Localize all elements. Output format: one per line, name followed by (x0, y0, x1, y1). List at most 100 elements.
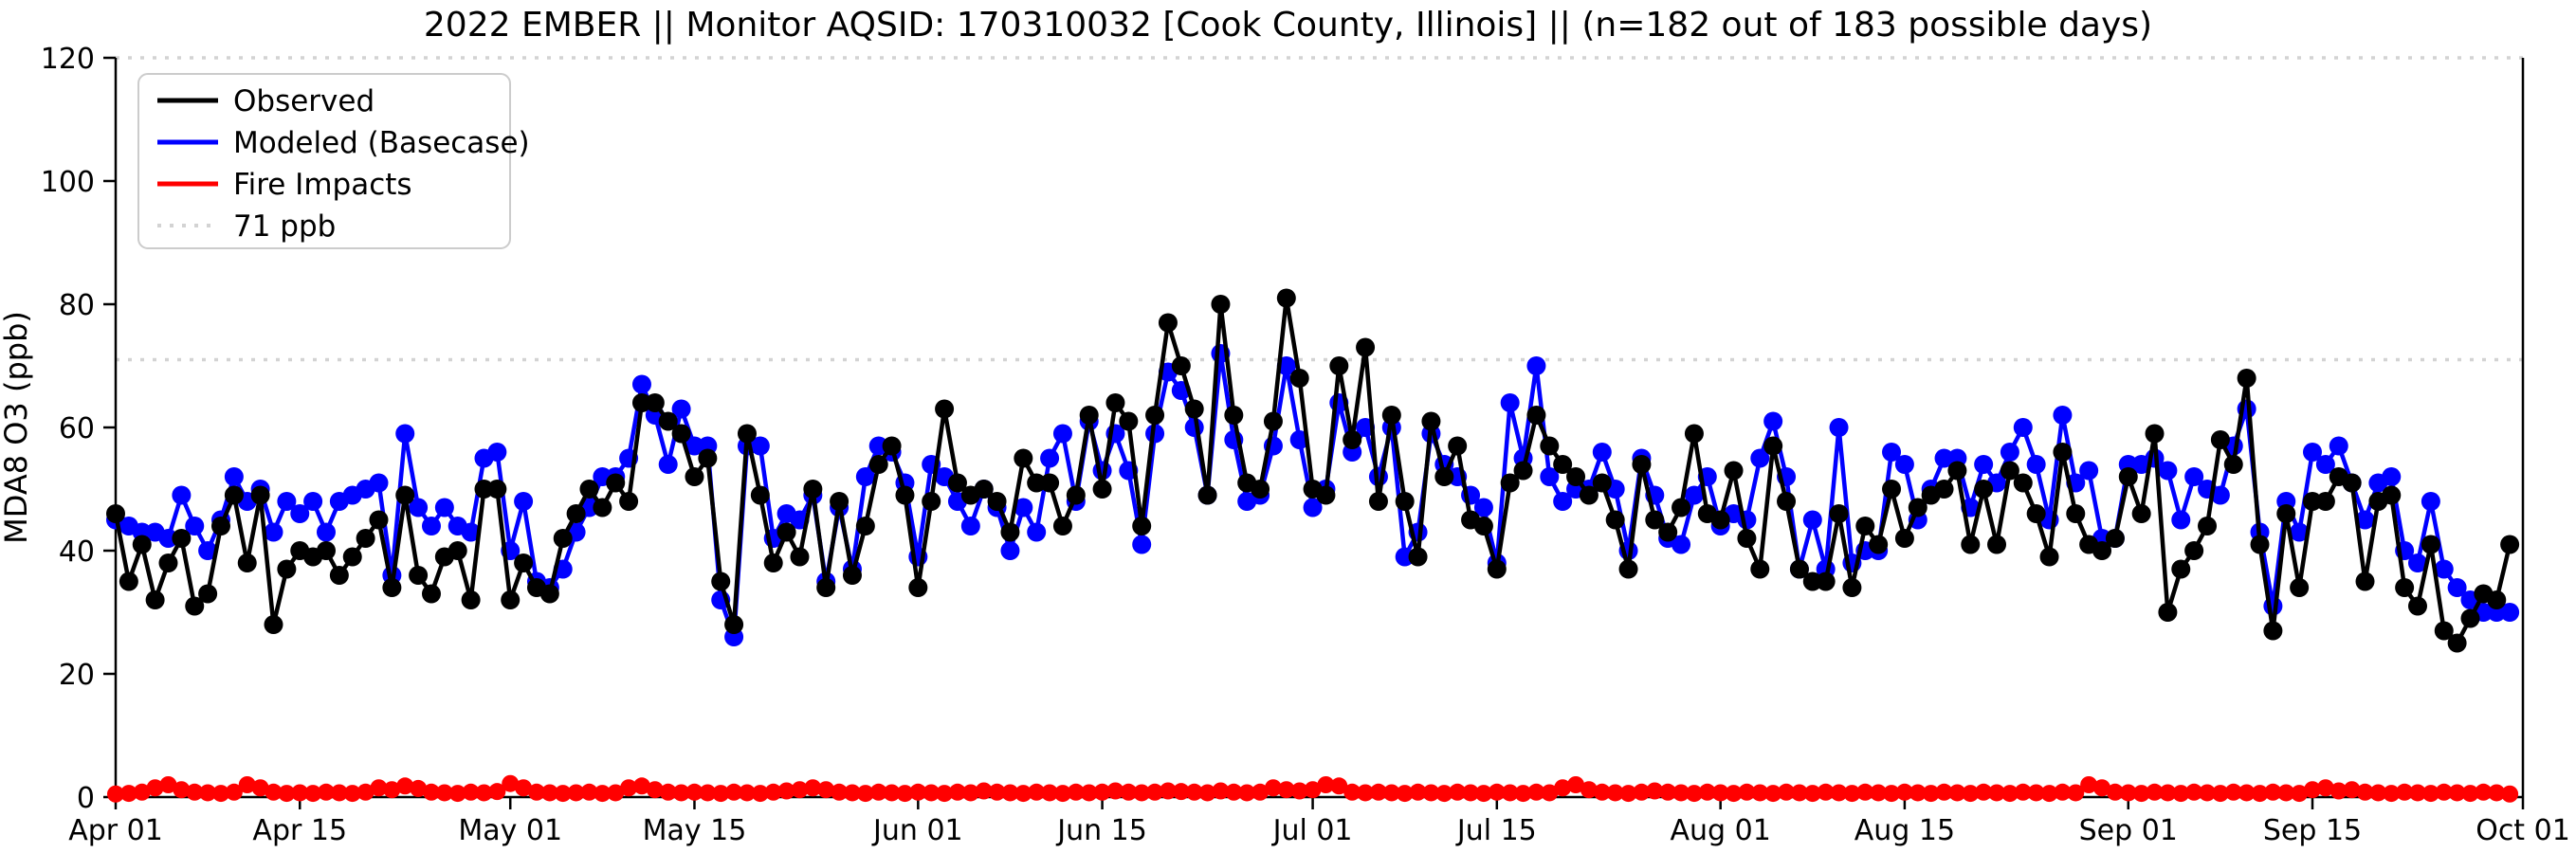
fire-impacts-series-marker (2409, 784, 2427, 802)
observed-series-marker (750, 485, 770, 505)
modeled-series-marker (172, 485, 192, 505)
x-tick-label: Aug 01 (1671, 814, 1771, 847)
fire-impacts-series-marker (1922, 785, 1940, 803)
observed-series-marker (671, 424, 691, 444)
modeled-series-marker (514, 492, 534, 511)
modeled-series-marker (1540, 467, 1560, 486)
x-tick-label: Jul 01 (1271, 814, 1353, 847)
x-tick-label: Oct 01 (2476, 814, 2570, 847)
fire-impacts-series-marker (856, 785, 874, 803)
fire-impacts-series-marker (2172, 785, 2190, 803)
modeled-series-marker (960, 517, 980, 535)
observed-series-marker (631, 393, 651, 412)
fire-impacts-series-marker (515, 779, 533, 797)
observed-series-marker (1211, 295, 1231, 314)
observed-series-marker (1737, 529, 1757, 548)
modeled-series-marker (1553, 492, 1573, 511)
fire-impacts-series-marker (1711, 784, 1729, 802)
observed-series-marker (2487, 590, 2507, 609)
observed-series-marker (210, 517, 230, 535)
fire-impacts-series-marker (1264, 779, 1282, 797)
fire-impacts-series-marker (2211, 785, 2229, 803)
fire-impacts-series-marker (1988, 784, 2006, 802)
fire-impacts-series-marker (2329, 782, 2348, 800)
x-tick-label: Sep 15 (2263, 814, 2362, 847)
fire-impacts-series-marker (1304, 781, 1322, 799)
fire-impacts-series-marker (422, 783, 440, 801)
modeled-series-marker (185, 517, 205, 535)
fire-impacts-series-marker (159, 776, 177, 793)
modeled-series-marker (421, 517, 441, 535)
observed-series-marker (316, 541, 336, 560)
observed-series-marker (369, 510, 389, 530)
observed-series-marker (922, 492, 941, 511)
modeled-series-marker (290, 504, 310, 523)
observed-series-marker (342, 547, 362, 567)
observed-series-marker (658, 411, 678, 431)
fire-impacts-series-marker (2316, 779, 2334, 797)
legend-label-2: Modeled (Basecase) (233, 126, 530, 160)
observed-series-marker (501, 590, 521, 609)
observed-series-marker (1263, 411, 1283, 431)
observed-series-marker (2382, 485, 2402, 505)
fire-impacts-series-marker (2264, 783, 2282, 801)
fire-impacts-series-marker (2093, 779, 2111, 797)
legend-label-3: Fire Impacts (233, 168, 412, 202)
observed-series-marker (2408, 596, 2428, 616)
observed-series-marker (619, 492, 639, 511)
observed-series-marker (487, 480, 507, 499)
fire-impacts-series-marker (646, 781, 664, 799)
observed-series-marker (579, 480, 599, 499)
fire-impacts-series-marker (2132, 785, 2150, 803)
modeled-series-marker (2421, 492, 2440, 511)
observed-series-marker (2198, 517, 2218, 535)
observed-series-marker (685, 467, 704, 486)
modeled-series-marker (2158, 461, 2178, 481)
modeled-series-marker (2026, 455, 2046, 474)
fire-impacts-series-marker (961, 784, 979, 802)
fire-impacts-series-marker (1698, 783, 1716, 801)
fire-impacts-series-marker (1895, 783, 1913, 801)
modeled-series-marker (2079, 461, 2099, 481)
fire-impacts-series-marker (1133, 784, 1151, 802)
observed-series-marker (645, 393, 665, 412)
observed-series-marker (448, 541, 467, 560)
observed-series-marker (1448, 436, 1468, 456)
fire-impacts-series-marker (712, 785, 730, 803)
fire-impacts-series-marker (988, 783, 1006, 801)
fire-impacts-series-marker (1382, 784, 1400, 802)
fire-impacts-series-marker (1106, 782, 1124, 800)
observed-series-marker (908, 578, 928, 597)
fire-impacts-series-marker (1159, 782, 1177, 800)
fire-impacts-series-marker (146, 779, 164, 797)
observed-series-marker (1710, 510, 1730, 530)
fire-impacts-series-marker (2251, 785, 2269, 803)
observed-series-marker (1672, 498, 1691, 517)
fire-impacts-series-marker (1672, 784, 1690, 802)
observed-series-marker (1171, 356, 1191, 375)
fire-impacts-series-marker (594, 785, 612, 803)
modeled-series-marker (2210, 485, 2230, 505)
modeled-series-marker (1395, 547, 1415, 567)
fire-impacts-series-marker (133, 783, 151, 801)
observed-series-marker (1368, 492, 1388, 511)
fire-impacts-series-marker (225, 783, 243, 801)
fire-impacts-series-marker (1462, 784, 1480, 802)
fire-impacts-series-marker (383, 781, 401, 799)
fire-impacts-series-marker (1290, 782, 1308, 800)
observed-series-marker (1842, 578, 1862, 597)
modeled-series-marker (1672, 535, 1691, 554)
fire-impacts-series-marker (2304, 781, 2322, 799)
fire-impacts-series-marker (1146, 783, 1164, 801)
fire-impacts-series-marker (580, 783, 598, 801)
fire-impacts-series-marker (1817, 783, 1835, 801)
observed-series-marker (395, 485, 415, 505)
observed-series-marker (1000, 522, 1020, 542)
modeled-series-marker (631, 374, 651, 394)
modeled-series-marker (1684, 485, 1704, 505)
observed-series-marker (1079, 406, 1099, 425)
fire-impacts-series-marker (265, 783, 283, 801)
observed-series-marker (158, 554, 178, 572)
fire-impacts-series-marker (304, 785, 322, 803)
fire-impacts-series-marker (869, 783, 887, 801)
